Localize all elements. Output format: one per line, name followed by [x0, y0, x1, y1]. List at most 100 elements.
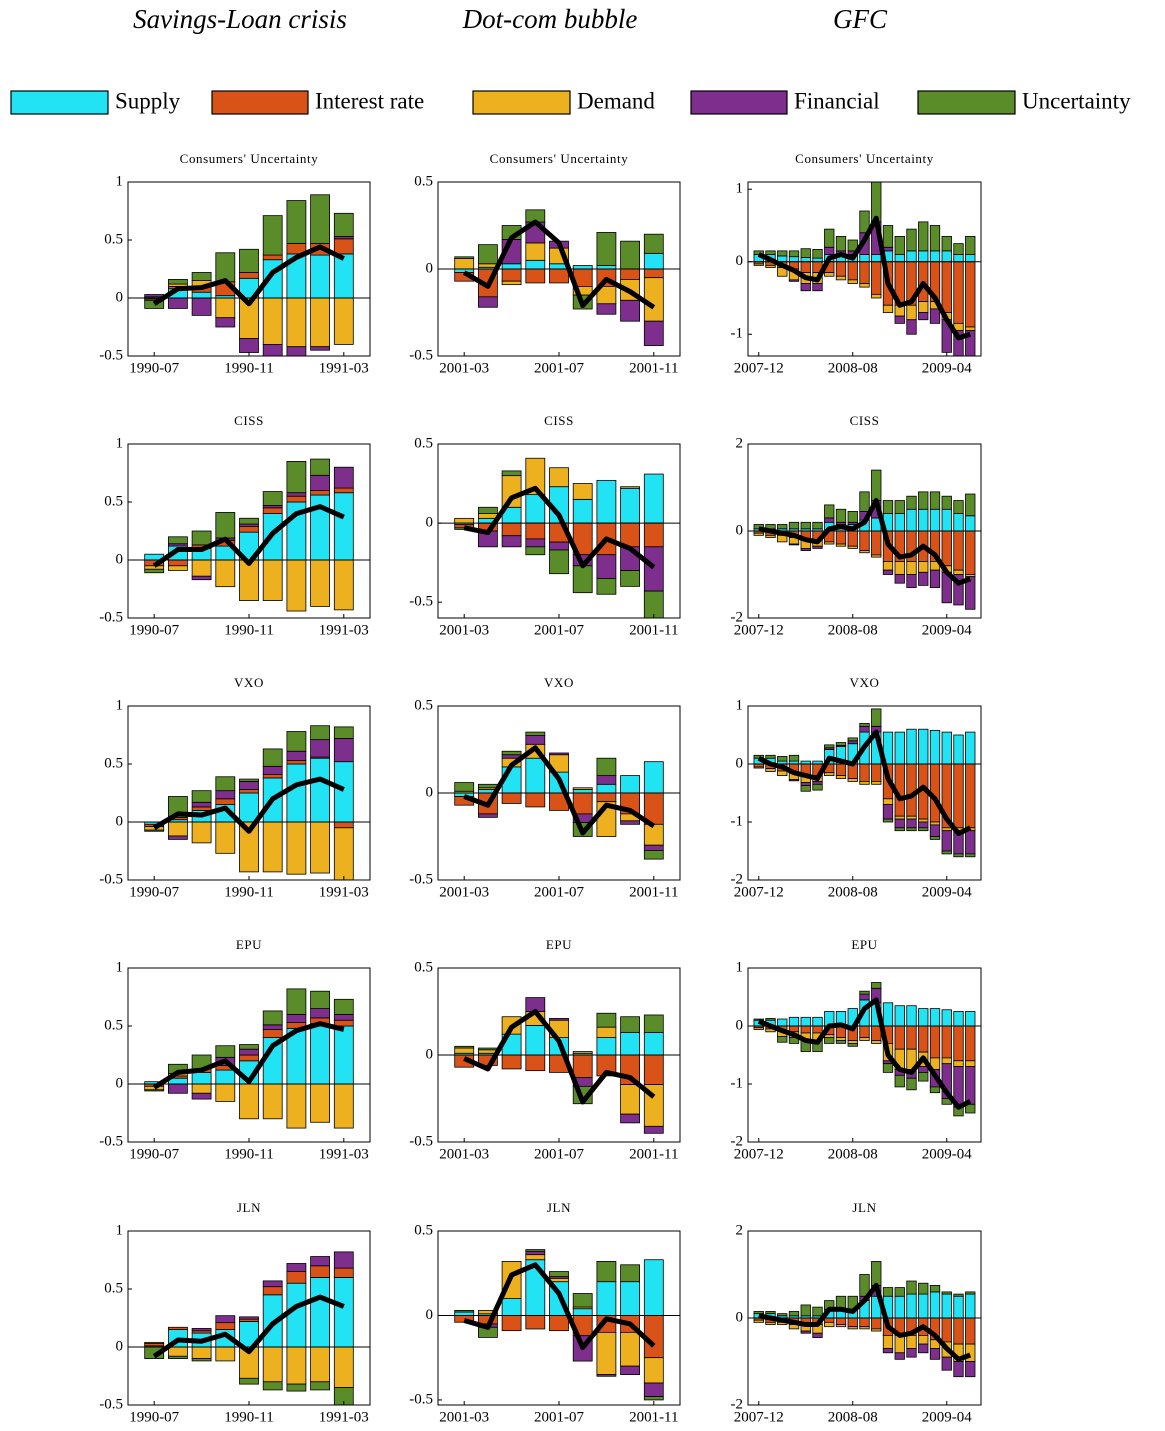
total-line	[152, 244, 345, 307]
bar-segment	[788, 779, 800, 782]
bar-segment	[953, 530, 964, 571]
bar-segment	[906, 495, 917, 510]
bar-segment	[765, 534, 776, 538]
bar-segment	[191, 575, 212, 581]
y-tick-label: -0.5	[99, 1133, 123, 1149]
bar-segment	[215, 512, 236, 539]
bar-segment	[918, 1025, 929, 1053]
bar-segment	[572, 1051, 593, 1054]
bar-segment	[596, 1037, 617, 1056]
bar-segment	[953, 1293, 964, 1297]
bar-segment	[620, 1113, 640, 1124]
bar-segment	[941, 1291, 952, 1295]
bar-segment	[144, 829, 165, 832]
x-tick-label: 2009-04	[922, 360, 972, 376]
bar-segment	[929, 1284, 941, 1293]
bar-segment	[310, 489, 331, 496]
bar-segment	[859, 1274, 870, 1297]
bar-segment	[847, 511, 858, 523]
bar-segment	[953, 574, 964, 606]
bar-segment	[596, 775, 617, 785]
bar-segment	[477, 506, 498, 515]
bar-segment	[765, 1311, 776, 1315]
bar-segment	[454, 1309, 475, 1313]
bar-segment	[859, 261, 870, 284]
bar-segment	[144, 565, 165, 570]
bar-segment	[333, 1025, 354, 1085]
bar-segment	[929, 824, 941, 837]
bar-segment	[549, 549, 569, 575]
bar-segment	[215, 1045, 236, 1058]
bar-segment	[859, 283, 870, 288]
plot-area	[753, 982, 976, 1117]
bar-segment	[215, 1315, 236, 1324]
x-tick-label: 1991-03	[319, 622, 369, 638]
y-tick-label: 0	[736, 755, 744, 771]
bar-segment	[501, 475, 522, 508]
subplot: CISS -0.5 0 0.5 1 1990-07 1990-11 1991-03	[99, 413, 371, 638]
x-tick-label: 2009-04	[922, 1409, 972, 1425]
bar-segment	[765, 1018, 776, 1021]
bar-segment	[596, 303, 617, 315]
bar-segment	[965, 493, 976, 517]
total-line	[463, 485, 656, 570]
subplot-title: Consumers' Uncertainty	[180, 151, 319, 166]
bar-segment	[824, 517, 835, 523]
bar-segment	[572, 1054, 593, 1079]
bar-segment	[549, 467, 569, 488]
bar-segment	[871, 982, 882, 989]
bar-segment	[286, 297, 307, 348]
bar-segment	[167, 559, 188, 567]
bar-segment	[929, 491, 941, 510]
bar-segment	[525, 792, 546, 808]
total-line	[152, 1294, 345, 1359]
bar-segment	[454, 256, 475, 259]
bar-segment	[765, 754, 776, 759]
bar-segment	[620, 1331, 640, 1367]
bar-segment	[777, 250, 788, 257]
bar-segment	[286, 346, 307, 356]
bar-segment	[501, 535, 522, 548]
bar-segment	[918, 728, 929, 765]
bar-segment	[882, 1287, 894, 1297]
bar-segment	[643, 268, 664, 279]
x-tick-label: 1990-07	[129, 1146, 179, 1162]
bar-segment	[835, 261, 847, 277]
bar-segment	[918, 1008, 929, 1027]
bar-segment	[596, 479, 617, 524]
bar-segment	[262, 1024, 283, 1030]
bar-segment	[824, 744, 835, 749]
total-line	[462, 219, 656, 310]
x-tick-label: 1990-11	[224, 1146, 273, 1162]
bar-segment	[620, 1016, 640, 1033]
bar-segment	[262, 821, 283, 873]
bar-segment	[859, 763, 870, 782]
bar-segment	[965, 254, 976, 263]
bar-segment	[333, 827, 354, 880]
bar-segment	[191, 272, 212, 282]
bar-segment	[333, 297, 354, 345]
y-tick-label: 0	[116, 551, 124, 567]
bar-segment	[215, 821, 236, 854]
bar-segment	[239, 781, 259, 790]
bar-segment	[477, 244, 498, 265]
bar-segment	[918, 491, 929, 510]
total-line	[463, 1262, 656, 1351]
bar-segment	[824, 272, 835, 277]
bar-segment	[965, 261, 976, 328]
bar-segment	[965, 731, 976, 765]
bar-segment	[965, 326, 976, 332]
subplot-title: EPU	[546, 937, 572, 952]
bar-segment	[310, 254, 331, 299]
bar-segment	[906, 763, 917, 817]
bar-segment	[620, 487, 640, 524]
y-tick-label: -2	[731, 871, 744, 887]
bar-segment	[596, 783, 617, 794]
bar-segment	[333, 726, 354, 739]
bar-segment	[286, 1383, 307, 1392]
bar-segment	[894, 254, 905, 263]
bar-segment	[501, 750, 522, 756]
bar-segment	[191, 1092, 212, 1100]
bar-segment	[918, 821, 929, 829]
bar-segment	[871, 763, 882, 782]
